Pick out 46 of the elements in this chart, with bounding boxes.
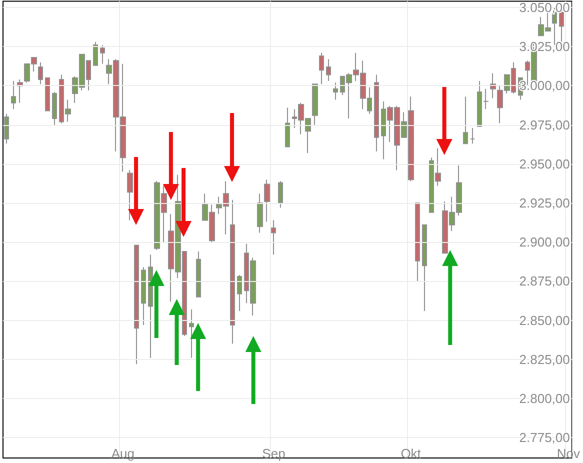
candlestick: [127, 170, 133, 221]
y-tick-label: 2.775,00: [519, 430, 570, 446]
candlestick: [333, 82, 338, 100]
y-tick-label: 2.975,00: [519, 117, 570, 132]
candlestick: [312, 84, 318, 126]
candlestick: [45, 77, 50, 112]
y-tick-label: 2.825,00: [519, 352, 570, 367]
candlestick: [422, 224, 427, 312]
x-tick-label: Aug: [111, 446, 135, 461]
candlestick: [100, 44, 105, 64]
y-tick-label: 3.025,00: [519, 39, 570, 54]
candlestick: [17, 78, 23, 104]
candlestick: [257, 193, 263, 234]
y-tick-label: 2.925,00: [519, 196, 570, 211]
candlestick: [93, 41, 98, 66]
candlestick: [141, 266, 146, 326]
x-tick-label: Okt: [400, 446, 422, 461]
candlestick: [237, 274, 242, 312]
candlestick: [374, 74, 379, 152]
candlestick: [134, 244, 139, 365]
candlestick: [11, 80, 16, 110]
candlestick: [415, 202, 420, 282]
candlestick: [319, 52, 324, 85]
candlestick: [326, 58, 331, 82]
y-tick-label: 2.850,00: [519, 312, 570, 328]
candlestick: [189, 308, 194, 358]
candlestick: [52, 91, 57, 126]
candlestick: [470, 127, 475, 144]
y-tick-label: 2.950,00: [519, 156, 570, 172]
candlestick: [285, 107, 290, 148]
candlestick: [4, 113, 9, 144]
y-tick-label: 2.800,00: [519, 391, 570, 406]
candlestick: [463, 96, 468, 144]
y-tick-label: 3.050,00: [519, 0, 570, 15]
x-tick-label: Sep: [262, 446, 286, 461]
y-tick-label: 2.875,00: [519, 274, 570, 289]
candlestick: [490, 72, 496, 99]
candlestick: [271, 220, 276, 256]
candlestick: [196, 251, 201, 298]
candlestick: [38, 62, 43, 85]
candlestick: [230, 199, 235, 344]
candlestick: [264, 179, 270, 222]
candlestick: [278, 180, 283, 208]
candlestick: [148, 254, 153, 358]
y-tick-label: 3.000,00: [519, 78, 570, 94]
y-tick-label: 2.900,00: [519, 234, 570, 250]
